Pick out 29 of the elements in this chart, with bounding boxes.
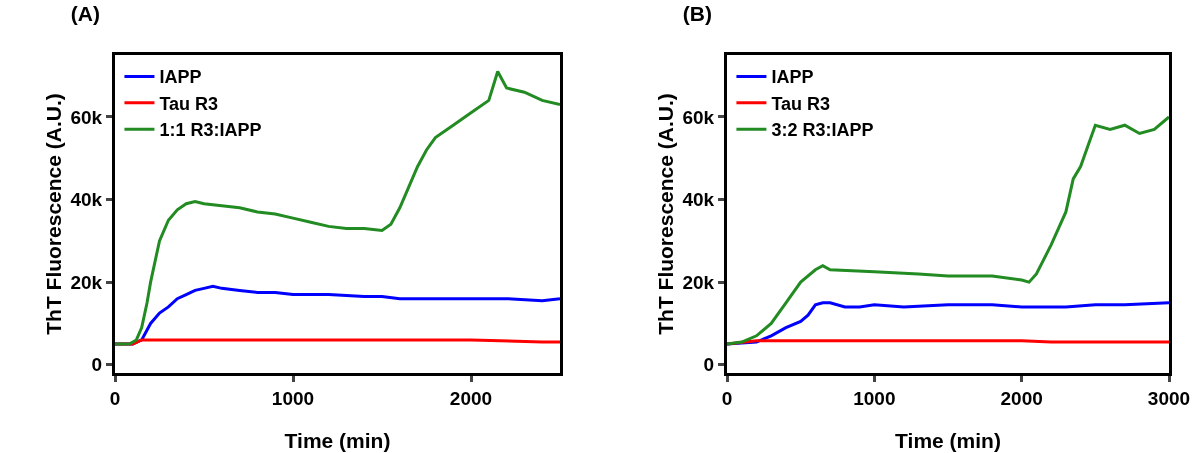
y-tick-label: 20k [70,271,103,293]
y-tick-label: 40k [682,189,715,211]
line-series [115,70,560,346]
y-tick-label: 40k [70,189,103,211]
x-tick-label: 2000 [1000,387,1043,409]
y-tick-label: 0 [91,354,103,376]
x-tick-label: 0 [721,387,733,409]
legend-label: 3:2 R3:IAPP [771,120,874,141]
y-axis-title: ThT Fluorescence (A.U.) [42,93,65,335]
y-axis-title: ThT Fluorescence (A.U.) [654,93,677,335]
legend-label: Tau R3 [771,93,831,114]
x-axis-title: Time (min) [284,429,391,452]
y-tick-label: 60k [70,106,103,128]
line-series [727,115,1169,346]
chart-title: (B) [682,2,712,26]
x-tick-label: 3000 [1147,387,1191,409]
y-tick-label: 20k [682,271,715,293]
y-tick-label: 60k [682,106,715,128]
legend-label: Tau R3 [159,93,219,114]
x-tick-label: 0 [109,387,121,409]
x-tick-label: 1000 [271,387,315,409]
legend-label: IAPP [159,67,202,88]
y-tick-label: 0 [703,354,715,376]
chart-title: (A) [70,2,100,26]
x-tick-label: 1000 [853,387,896,409]
legend-label: IAPP [771,67,814,88]
legend-label: 1:1 R3:IAPP [159,120,262,141]
x-tick-label: 2000 [449,387,493,409]
x-axis-title: Time (min) [895,429,1001,452]
